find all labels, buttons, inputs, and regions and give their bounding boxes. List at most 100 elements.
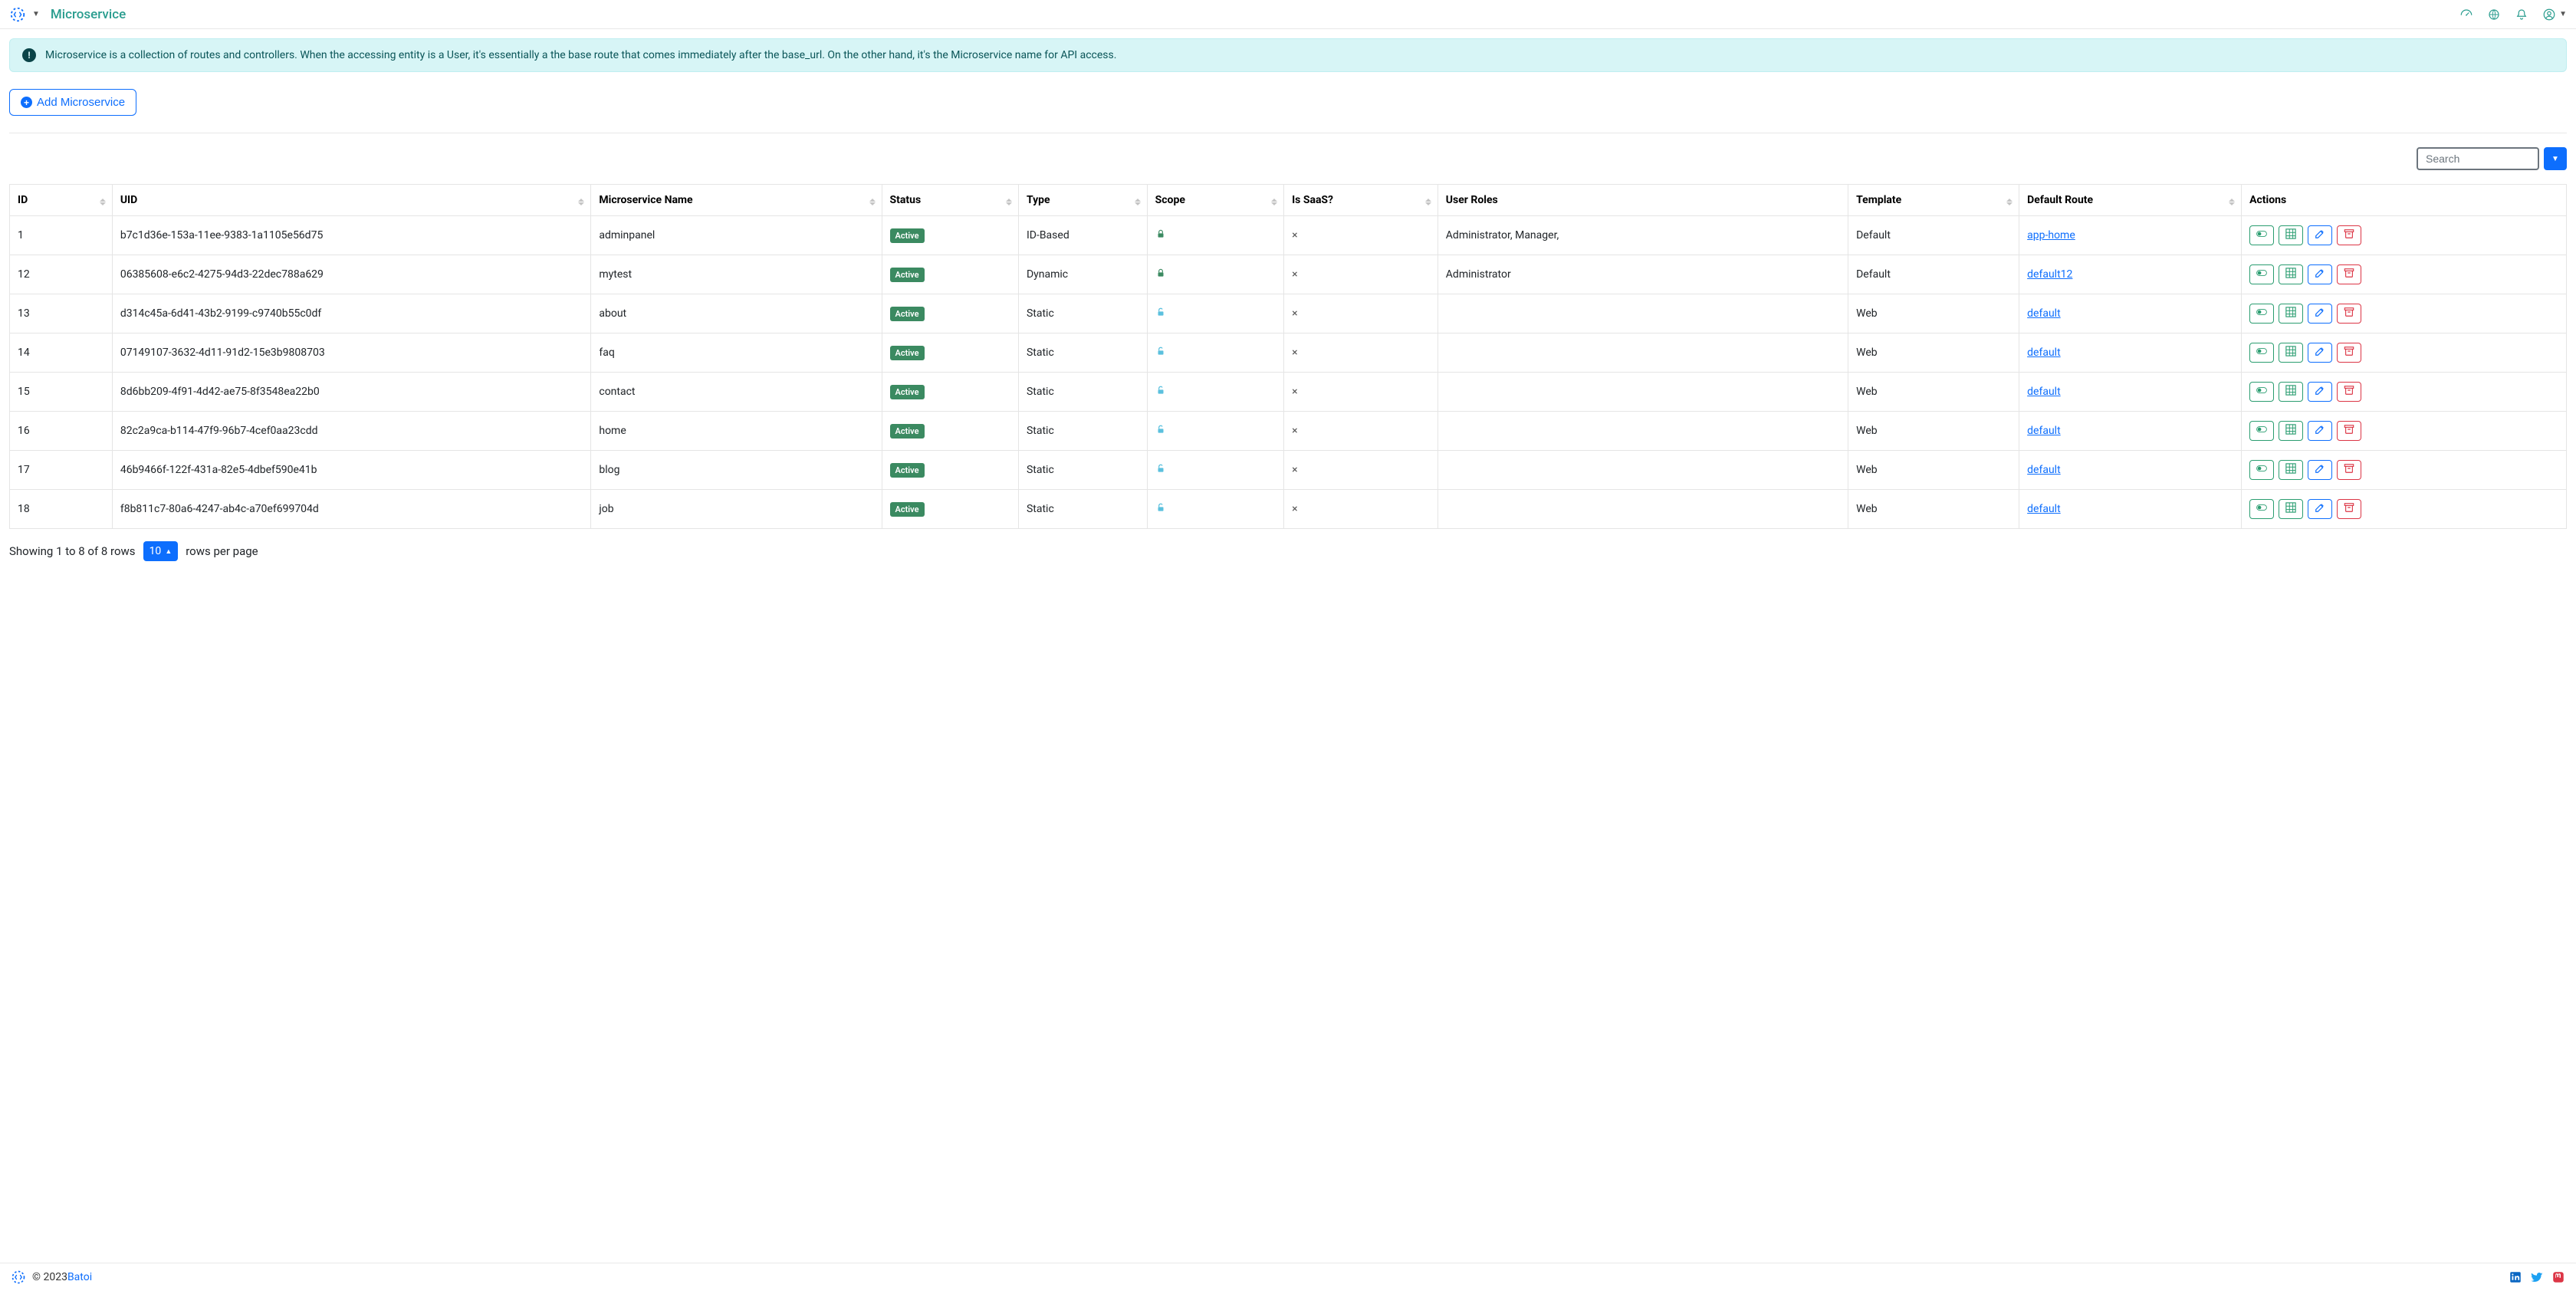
col-header-status[interactable]: Status (882, 185, 1018, 216)
table-row: 17 46b9466f-122f-431a-82e5-4dbef590e41b … (10, 451, 2567, 490)
grid-button[interactable] (2279, 343, 2303, 363)
archive-button[interactable] (2337, 382, 2361, 402)
col-header-id[interactable]: ID (10, 185, 113, 216)
grid-icon (2285, 385, 2296, 399)
footer-copyright: © 2023 (32, 1271, 67, 1283)
microservice-table: ID UID Microservice Name Status Type Sco… (9, 184, 2567, 529)
linkedin-icon[interactable] (2509, 1270, 2522, 1284)
edit-button[interactable] (2308, 499, 2332, 519)
archive-button[interactable] (2337, 499, 2361, 519)
cell-saas: × (1284, 412, 1438, 451)
cell-status: Active (882, 333, 1018, 373)
lock-open-icon (1155, 465, 1166, 477)
cell-type: Static (1018, 373, 1147, 412)
toggle-button[interactable] (2249, 499, 2274, 519)
route-link[interactable]: default (2027, 386, 2061, 398)
cell-actions (2242, 490, 2567, 529)
cell-saas: × (1284, 255, 1438, 294)
route-link[interactable]: app-home (2027, 229, 2075, 241)
table-row: 14 07149107-3632-4d11-91d2-15e3b9808703 … (10, 333, 2567, 373)
dashboard-icon[interactable] (2459, 8, 2473, 21)
brand-dropdown[interactable]: ▼ (9, 6, 40, 23)
grid-button[interactable] (2279, 499, 2303, 519)
add-button-label: Add Microservice (37, 96, 125, 109)
col-header-route[interactable]: Default Route (2019, 185, 2242, 216)
edit-button[interactable] (2308, 225, 2332, 245)
archive-button[interactable] (2337, 343, 2361, 363)
route-link[interactable]: default (2027, 425, 2061, 437)
col-header-type[interactable]: Type (1018, 185, 1147, 216)
lock-open-icon (1155, 504, 1166, 516)
search-input[interactable] (2417, 147, 2539, 170)
archive-button[interactable] (2337, 225, 2361, 245)
toggle-button[interactable] (2249, 343, 2274, 363)
cell-scope (1147, 373, 1283, 412)
cell-saas: × (1284, 490, 1438, 529)
status-badge: Active (890, 346, 925, 360)
edit-button[interactable] (2308, 421, 2332, 441)
x-icon: × (1292, 386, 1297, 398)
cell-status: Active (882, 412, 1018, 451)
toggle-button[interactable] (2249, 304, 2274, 324)
pagination-showing: Showing 1 to 8 of 8 rows (9, 544, 136, 558)
cell-scope (1147, 294, 1283, 333)
pagination: Showing 1 to 8 of 8 rows 10 ▲ rows per p… (9, 541, 2567, 561)
col-header-template[interactable]: Template (1848, 185, 2019, 216)
toggle-button[interactable] (2249, 225, 2274, 245)
lock-open-icon (1155, 386, 1166, 399)
grid-button[interactable] (2279, 382, 2303, 402)
rows-per-page-select[interactable]: 10 ▲ (143, 541, 179, 561)
cell-template: Web (1848, 490, 2019, 529)
col-header-scope[interactable]: Scope (1147, 185, 1283, 216)
col-header-roles[interactable]: User Roles (1438, 185, 1848, 216)
user-menu[interactable]: ▼ (2542, 8, 2567, 21)
archive-button[interactable] (2337, 264, 2361, 284)
cell-actions (2242, 373, 2567, 412)
toggle-button[interactable] (2249, 382, 2274, 402)
globe-icon[interactable] (2487, 8, 2501, 21)
mastodon-icon[interactable] (2551, 1270, 2565, 1284)
grid-icon (2285, 307, 2296, 320)
edit-button[interactable] (2308, 304, 2332, 324)
twitter-icon[interactable] (2530, 1270, 2544, 1284)
edit-button[interactable] (2308, 264, 2332, 284)
cell-actions (2242, 451, 2567, 490)
grid-icon (2285, 268, 2296, 281)
toggle-button[interactable] (2249, 421, 2274, 441)
edit-button[interactable] (2308, 382, 2332, 402)
route-link[interactable]: default (2027, 503, 2061, 515)
grid-button[interactable] (2279, 225, 2303, 245)
table-options-button[interactable]: ▼ (2544, 147, 2567, 170)
cell-roles (1438, 333, 1848, 373)
cell-id: 12 (10, 255, 113, 294)
cell-saas: × (1284, 451, 1438, 490)
route-link[interactable]: default (2027, 464, 2061, 476)
cell-uid: 06385608-e6c2-4275-94d3-22dec788a629 (112, 255, 591, 294)
edit-button[interactable] (2308, 460, 2332, 480)
route-link[interactable]: default (2027, 347, 2061, 359)
cell-roles (1438, 451, 1848, 490)
lock-closed-icon (1155, 230, 1166, 242)
grid-button[interactable] (2279, 460, 2303, 480)
grid-icon (2285, 346, 2296, 360)
toggle-button[interactable] (2249, 264, 2274, 284)
col-header-saas[interactable]: Is SaaS? (1284, 185, 1438, 216)
archive-button[interactable] (2337, 421, 2361, 441)
edit-button[interactable] (2308, 343, 2332, 363)
footer-brand-link[interactable]: Batoi (67, 1271, 92, 1283)
caret-up-icon: ▲ (165, 547, 172, 556)
grid-button[interactable] (2279, 264, 2303, 284)
toggle-button[interactable] (2249, 460, 2274, 480)
bell-icon[interactable] (2515, 8, 2528, 21)
grid-button[interactable] (2279, 304, 2303, 324)
archive-button[interactable] (2337, 304, 2361, 324)
grid-button[interactable] (2279, 421, 2303, 441)
x-icon: × (1292, 268, 1297, 281)
add-microservice-button[interactable]: + Add Microservice (9, 89, 136, 116)
route-link[interactable]: default12 (2027, 268, 2072, 281)
grid-icon (2285, 424, 2296, 438)
archive-button[interactable] (2337, 460, 2361, 480)
route-link[interactable]: default (2027, 307, 2061, 320)
col-header-name[interactable]: Microservice Name (591, 185, 882, 216)
col-header-uid[interactable]: UID (112, 185, 591, 216)
